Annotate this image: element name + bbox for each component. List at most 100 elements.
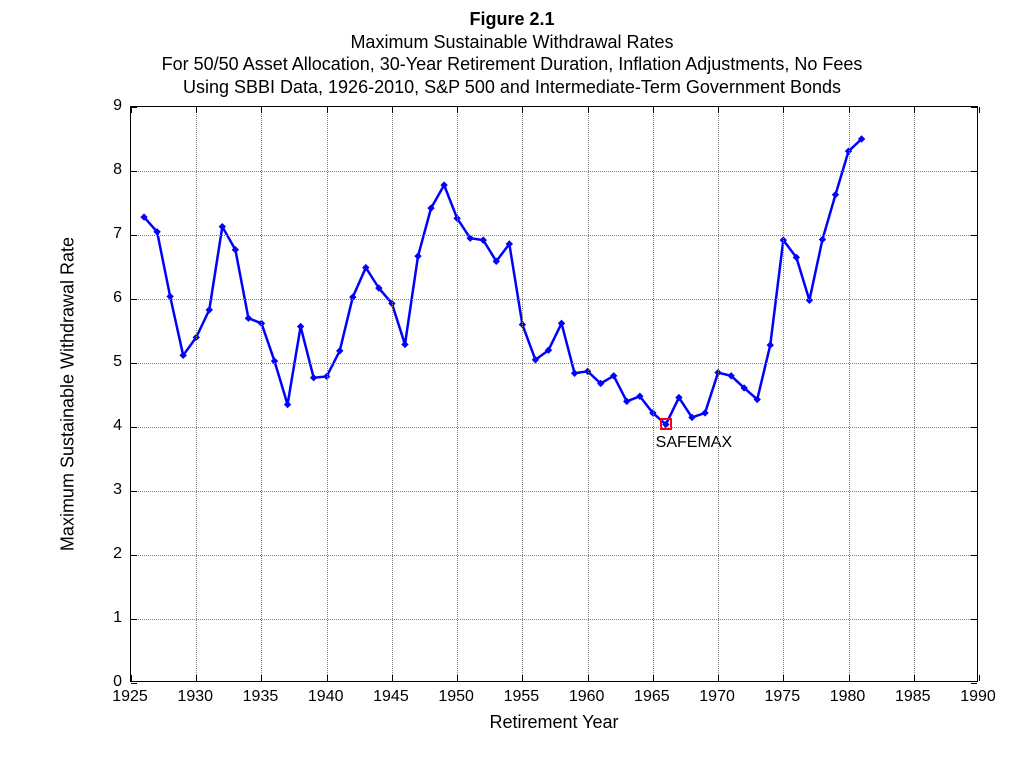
x-tick-mark — [261, 107, 262, 113]
y-tick-label: 3 — [113, 481, 122, 499]
x-tick-mark — [131, 675, 132, 681]
x-tick-label: 1965 — [634, 688, 670, 706]
grid-line — [261, 107, 262, 681]
x-tick-mark — [522, 107, 523, 113]
x-tick-mark — [849, 675, 850, 681]
grid-line — [783, 107, 784, 681]
grid-line — [392, 107, 393, 681]
x-tick-mark — [783, 107, 784, 113]
y-tick-mark — [131, 491, 137, 492]
safemax-marker — [660, 418, 672, 430]
grid-line — [522, 107, 523, 681]
x-tick-label: 1960 — [569, 688, 605, 706]
grid-line — [718, 107, 719, 681]
x-tick-mark — [457, 107, 458, 113]
x-tick-mark — [849, 107, 850, 113]
x-tick-mark — [588, 107, 589, 113]
y-tick-mark — [131, 619, 137, 620]
x-tick-label: 1925 — [112, 688, 148, 706]
x-tick-label: 1950 — [438, 688, 474, 706]
y-tick-label: 8 — [113, 161, 122, 179]
x-tick-mark — [653, 107, 654, 113]
y-tick-label: 7 — [113, 225, 122, 243]
x-tick-mark — [131, 107, 132, 113]
safemax-label: SAFEMAX — [656, 434, 732, 452]
x-tick-mark — [327, 107, 328, 113]
chart-subtitle-1: For 50/50 Asset Allocation, 30-Year Reti… — [0, 53, 1024, 76]
x-tick-label: 1980 — [830, 688, 866, 706]
x-tick-mark — [783, 675, 784, 681]
y-tick-mark — [971, 683, 977, 684]
x-tick-mark — [914, 107, 915, 113]
y-tick-label: 9 — [113, 97, 122, 115]
y-axis-label: Maximum Sustainable Withdrawal Rate — [58, 237, 79, 551]
x-tick-mark — [327, 675, 328, 681]
grid-line — [457, 107, 458, 681]
plot-area: SAFEMAX — [130, 106, 978, 682]
x-tick-mark — [457, 675, 458, 681]
grid-line — [196, 107, 197, 681]
y-tick-mark — [131, 555, 137, 556]
series-line — [131, 107, 979, 683]
grid-line — [131, 171, 977, 172]
x-tick-mark — [261, 675, 262, 681]
grid-line — [327, 107, 328, 681]
x-tick-mark — [392, 675, 393, 681]
grid-line — [588, 107, 589, 681]
y-tick-mark — [971, 171, 977, 172]
x-axis-label: Retirement Year — [489, 712, 618, 733]
x-tick-mark — [196, 107, 197, 113]
chart-subtitle-2: Using SBBI Data, 1926-2010, S&P 500 and … — [0, 76, 1024, 99]
x-tick-label: 1955 — [504, 688, 540, 706]
y-tick-mark — [971, 235, 977, 236]
chart-title: Maximum Sustainable Withdrawal Rates — [0, 31, 1024, 54]
y-tick-mark — [131, 235, 137, 236]
grid-line — [131, 235, 977, 236]
x-tick-mark — [522, 675, 523, 681]
y-tick-mark — [131, 427, 137, 428]
x-tick-label: 1945 — [373, 688, 409, 706]
y-tick-mark — [971, 619, 977, 620]
chart-titles: Figure 2.1 Maximum Sustainable Withdrawa… — [0, 8, 1024, 98]
x-tick-label: 1970 — [699, 688, 735, 706]
y-tick-mark — [971, 555, 977, 556]
y-tick-mark — [131, 299, 137, 300]
x-tick-label: 1985 — [895, 688, 931, 706]
grid-line — [131, 491, 977, 492]
y-tick-mark — [971, 107, 977, 108]
y-tick-label: 6 — [113, 289, 122, 307]
x-tick-mark — [392, 107, 393, 113]
y-tick-mark — [971, 491, 977, 492]
x-tick-mark — [979, 107, 980, 113]
x-tick-mark — [653, 675, 654, 681]
y-tick-mark — [971, 427, 977, 428]
figure-container: Figure 2.1 Maximum Sustainable Withdrawa… — [0, 0, 1024, 771]
x-tick-label: 1990 — [960, 688, 996, 706]
y-tick-mark — [131, 363, 137, 364]
grid-line — [131, 555, 977, 556]
y-tick-mark — [971, 363, 977, 364]
y-tick-mark — [131, 171, 137, 172]
x-tick-mark — [718, 675, 719, 681]
x-tick-mark — [979, 675, 980, 681]
grid-line — [131, 299, 977, 300]
y-tick-label: 2 — [113, 545, 122, 563]
x-tick-label: 1940 — [308, 688, 344, 706]
x-tick-mark — [588, 675, 589, 681]
x-tick-mark — [914, 675, 915, 681]
grid-line — [914, 107, 915, 681]
grid-line — [653, 107, 654, 681]
grid-line — [131, 619, 977, 620]
figure-number: Figure 2.1 — [0, 8, 1024, 31]
x-tick-label: 1935 — [243, 688, 279, 706]
y-tick-mark — [131, 683, 137, 684]
x-tick-mark — [196, 675, 197, 681]
y-tick-label: 4 — [113, 417, 122, 435]
grid-line — [131, 363, 977, 364]
x-tick-label: 1930 — [177, 688, 213, 706]
grid-line — [849, 107, 850, 681]
y-tick-label: 1 — [113, 609, 122, 627]
x-tick-label: 1975 — [765, 688, 801, 706]
grid-line — [131, 427, 977, 428]
y-tick-label: 5 — [113, 353, 122, 371]
